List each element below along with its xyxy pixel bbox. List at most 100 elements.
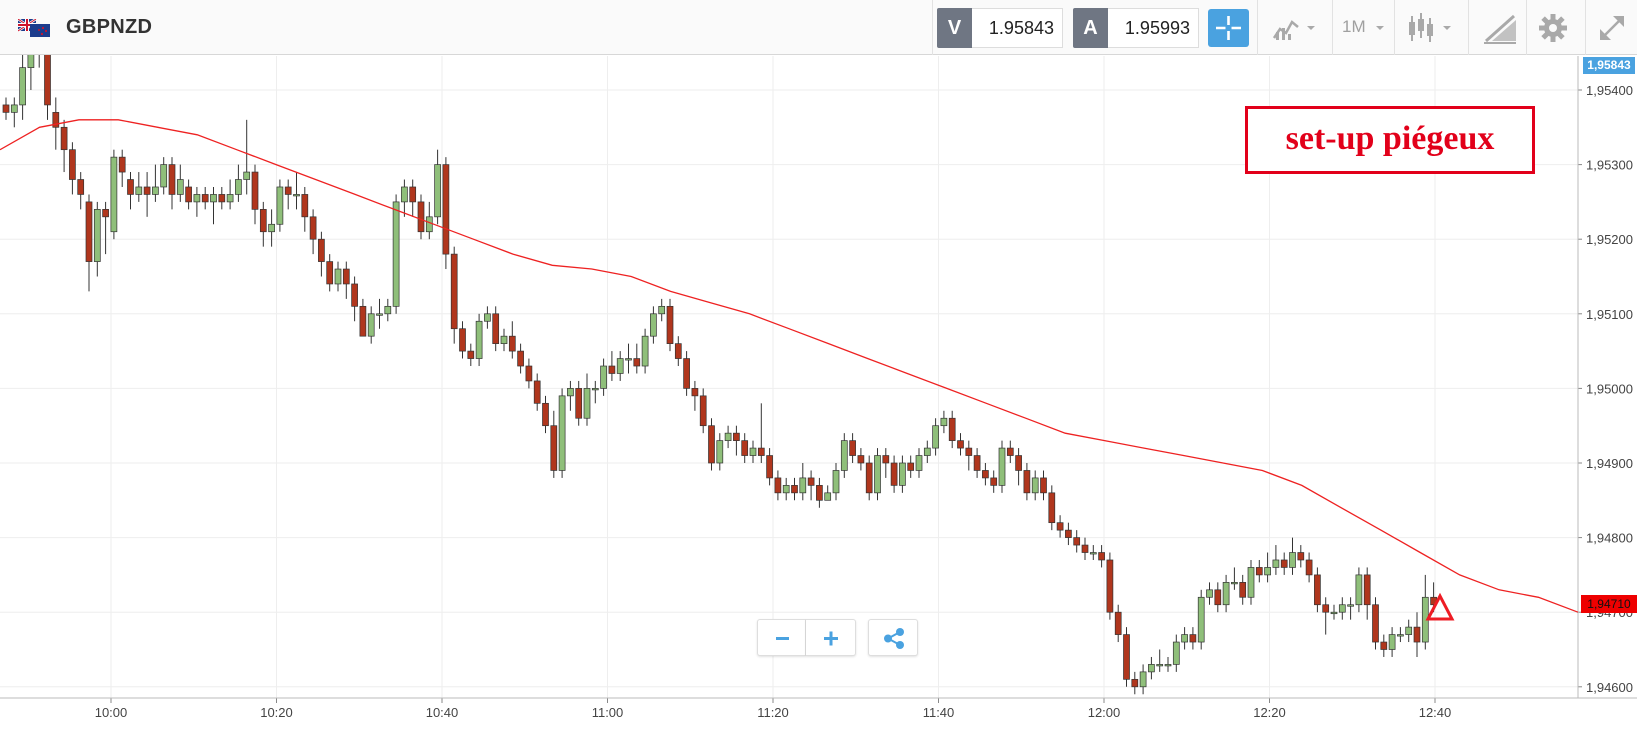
buy-price[interactable]: 1.95993 xyxy=(1108,8,1199,48)
candle xyxy=(1421,574,1429,650)
candle xyxy=(1338,597,1346,620)
candle xyxy=(384,298,392,322)
candle xyxy=(591,380,599,404)
candle xyxy=(77,172,85,210)
candle xyxy=(1081,537,1089,560)
sell-price[interactable]: 1.95843 xyxy=(972,8,1063,48)
candle xyxy=(733,425,740,456)
candle xyxy=(2,97,10,120)
candle xyxy=(1073,530,1081,553)
candle xyxy=(741,433,749,463)
candle xyxy=(1405,619,1413,643)
candle xyxy=(824,485,832,501)
candle xyxy=(525,358,533,389)
y-tick-label: 1,95300 xyxy=(1586,158,1633,173)
candle xyxy=(251,164,259,225)
sell-badge[interactable]: V xyxy=(937,8,972,48)
candle xyxy=(774,470,782,501)
crosshair-button[interactable] xyxy=(1208,9,1249,47)
x-tick-label: 12:00 xyxy=(1088,705,1121,720)
candle xyxy=(940,410,948,434)
share-icon xyxy=(884,628,904,649)
candle xyxy=(1172,634,1180,672)
candle xyxy=(1363,567,1371,620)
toolbar-divider xyxy=(1257,0,1258,55)
candle xyxy=(1305,552,1313,583)
interval-button[interactable] xyxy=(1336,8,1392,48)
candle xyxy=(1206,582,1213,605)
candle xyxy=(1297,545,1305,568)
zoom-out-button[interactable] xyxy=(757,619,806,656)
candle xyxy=(417,194,425,240)
candle xyxy=(1372,597,1379,650)
candle xyxy=(1255,559,1263,583)
candle xyxy=(791,477,798,501)
candle xyxy=(633,343,641,374)
x-tick-label: 11:20 xyxy=(757,705,789,720)
y-tick-label: 1,95000 xyxy=(1586,381,1633,396)
candle xyxy=(442,157,450,270)
crosshair-icon xyxy=(1216,16,1241,40)
candle xyxy=(1322,597,1330,635)
candle xyxy=(1098,545,1105,568)
candle xyxy=(434,149,441,225)
buy-badge[interactable]: A xyxy=(1073,8,1108,48)
candle xyxy=(85,194,93,292)
y-tick-label: 1,94900 xyxy=(1586,456,1633,471)
candle xyxy=(650,306,657,344)
candle xyxy=(475,313,483,367)
candle xyxy=(160,157,168,195)
candle xyxy=(865,455,873,501)
candle xyxy=(1031,470,1039,501)
candle xyxy=(641,328,649,374)
candle xyxy=(93,201,101,277)
candle xyxy=(965,440,973,471)
candle xyxy=(1380,634,1388,657)
y-tick-label: 1,94800 xyxy=(1586,531,1633,546)
candle xyxy=(318,231,325,277)
candle xyxy=(342,261,350,299)
candle xyxy=(1413,612,1421,657)
candle xyxy=(625,343,632,374)
candle xyxy=(44,55,51,120)
settings-button[interactable] xyxy=(1533,8,1573,48)
candle xyxy=(1239,574,1247,605)
x-tick-label: 10:00 xyxy=(95,705,128,720)
minus-icon xyxy=(776,637,789,640)
zoom-in-button[interactable] xyxy=(806,619,856,656)
candlestick-button[interactable] xyxy=(1404,8,1460,48)
candle xyxy=(1148,656,1155,680)
candle xyxy=(1272,545,1280,575)
chart-type-button[interactable] xyxy=(1270,8,1330,48)
drawing-tools-button[interactable] xyxy=(1478,8,1522,48)
candle xyxy=(907,455,915,478)
candle xyxy=(1231,567,1238,590)
candle xyxy=(334,261,342,292)
x-tick-label: 12:40 xyxy=(1419,705,1452,720)
candle xyxy=(575,380,583,426)
candle xyxy=(27,55,35,90)
candle xyxy=(326,254,334,292)
candle xyxy=(600,358,607,396)
candle xyxy=(243,119,251,195)
candle xyxy=(542,395,549,434)
candle xyxy=(608,351,616,381)
candle xyxy=(874,448,881,501)
candle xyxy=(683,351,690,396)
candle xyxy=(1040,470,1047,501)
candle xyxy=(367,306,375,344)
fullscreen-button[interactable] xyxy=(1592,8,1632,48)
candle xyxy=(583,373,591,426)
candle xyxy=(127,172,134,210)
x-tick-label: 11:40 xyxy=(923,705,955,720)
candle xyxy=(1247,559,1255,605)
bid-price-tag: 1,95843 xyxy=(1583,57,1635,74)
candle xyxy=(309,209,317,255)
candle xyxy=(1015,448,1022,486)
chart-type-icon xyxy=(1272,20,1315,40)
candle xyxy=(60,119,68,173)
candle xyxy=(533,373,541,411)
candle xyxy=(616,351,624,381)
candle xyxy=(757,403,765,463)
share-button[interactable] xyxy=(868,619,918,656)
